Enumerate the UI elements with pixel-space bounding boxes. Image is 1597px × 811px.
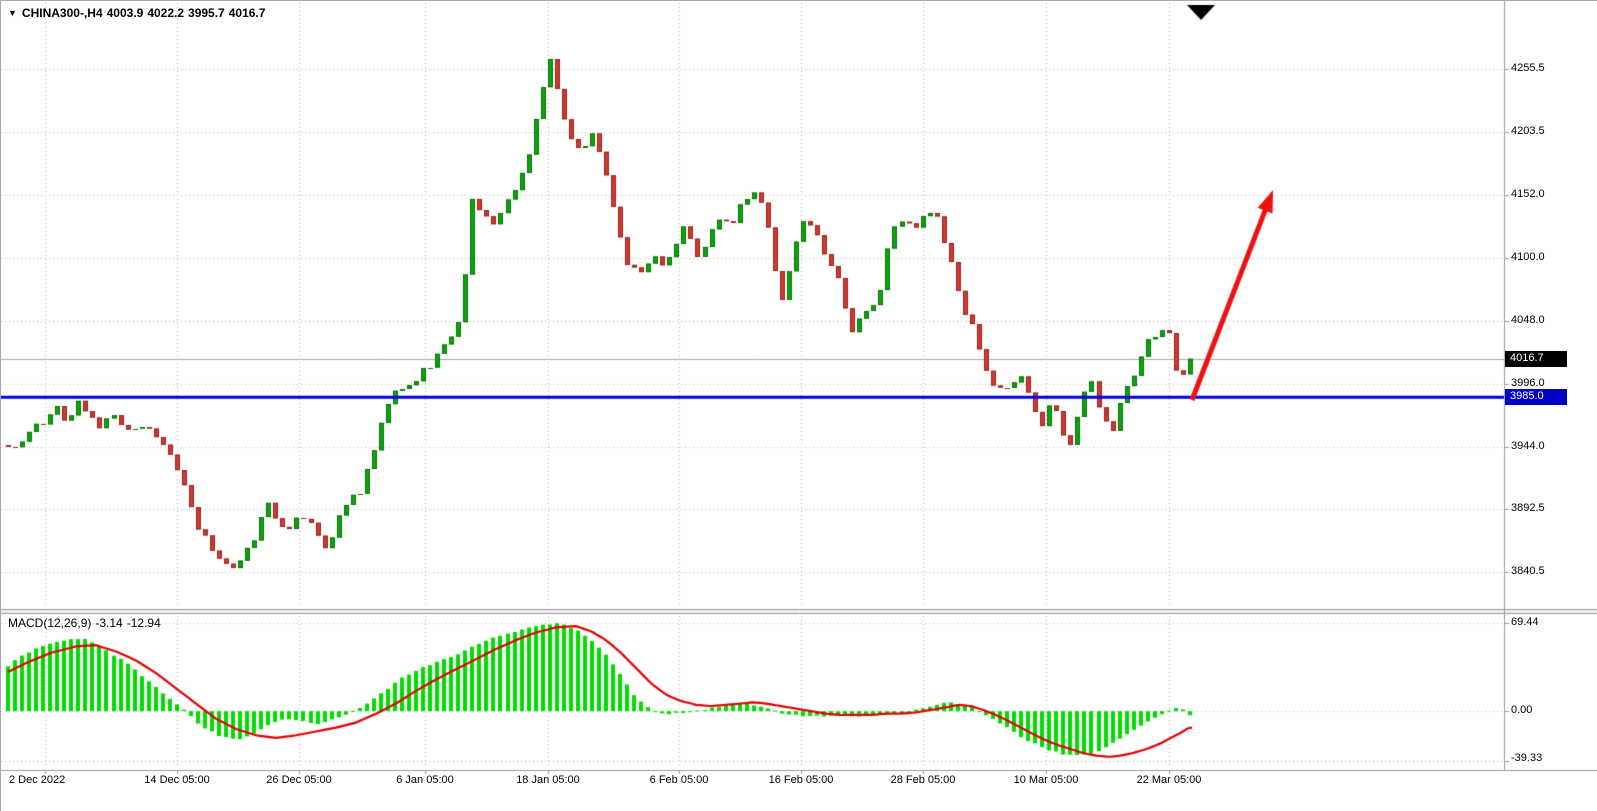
chart-canvas[interactable] — [1, 1, 1597, 811]
trading-chart-window: ▼ CHINA300-,H4 4003.9 4022.2 3995.7 4016.7 MA… — [0, 0, 1597, 811]
